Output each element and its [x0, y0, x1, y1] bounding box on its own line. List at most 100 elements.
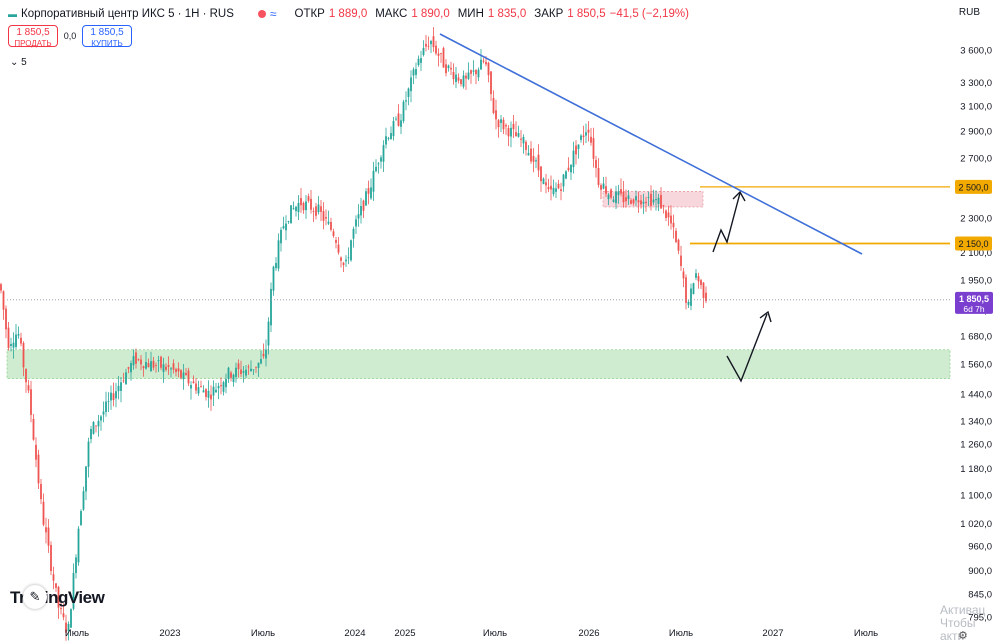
candle-body [250, 368, 252, 372]
gear-icon[interactable]: ⚙ [958, 630, 968, 642]
candle-body [452, 71, 455, 80]
market-status-icon[interactable] [257, 10, 266, 18]
y-tick-label: 1 180,0 [960, 464, 992, 475]
forecast-path-up [712, 192, 741, 253]
candle-body [277, 240, 280, 269]
candle-body [147, 363, 150, 368]
candle-body [322, 211, 325, 221]
candle-body [580, 135, 582, 140]
candle-body [132, 356, 135, 366]
candle-body [405, 100, 407, 102]
candle-body [112, 393, 115, 401]
candle-body [377, 163, 380, 165]
indicators-count: 5 [21, 57, 27, 68]
y-tick-label: 1 340,0 [960, 417, 992, 428]
candle-body [602, 183, 605, 189]
trendline [439, 33, 863, 255]
candle-body [325, 217, 327, 219]
candle-body [182, 372, 185, 380]
candle-body [637, 200, 640, 203]
y-tick-label: 960,0 [968, 542, 992, 553]
resistance-zone [602, 191, 704, 208]
x-tick-label: 2023 [159, 628, 180, 639]
candle-body [620, 189, 622, 194]
candle-body [342, 262, 345, 266]
candle-body [690, 288, 692, 306]
sell-button[interactable]: 1 850,5 ПРОДАТЬ [8, 25, 58, 48]
candle-body [92, 421, 95, 434]
candle-body [702, 282, 705, 298]
candle-body [655, 199, 657, 201]
candle-body [475, 70, 477, 75]
candle-body [332, 231, 335, 236]
candle-body [400, 120, 402, 127]
candle-body [90, 429, 92, 440]
chevron-down-icon: ⌄ [10, 57, 19, 68]
candle-body [670, 215, 672, 224]
sell-price: 1 850,5 [16, 27, 50, 38]
symbol-title[interactable]: Корпоративный центр ИКС 5 · 1Н · RUS [21, 8, 234, 20]
candle-body [507, 128, 510, 137]
candle-body [502, 119, 505, 130]
candle-body [52, 574, 55, 581]
candle-body [282, 226, 285, 229]
candle-body [357, 214, 360, 219]
candle-body [117, 385, 120, 392]
candle-body [530, 148, 532, 162]
change-value: −41,5 (−2,19%) [609, 8, 689, 20]
sell-label: ПРОДАТЬ [14, 39, 52, 48]
candle-body [7, 327, 10, 348]
candle-body [192, 381, 195, 384]
candle-body [657, 197, 660, 204]
candle-body [205, 389, 207, 397]
candle-body [172, 363, 175, 370]
candle-body [635, 196, 637, 201]
candle-body [197, 387, 200, 394]
candle-body [535, 160, 537, 162]
wave-icon[interactable]: ≈ [269, 7, 277, 21]
candle-body [137, 359, 140, 361]
candle-body [642, 201, 645, 204]
candle-body [667, 212, 670, 218]
pencil-icon[interactable]: ✎ [23, 585, 47, 609]
candle-body [692, 283, 695, 295]
last-price-label: 1 850,5 [959, 294, 989, 304]
candle-body [482, 60, 485, 62]
candle-body [450, 67, 452, 70]
candle-body [435, 45, 437, 54]
candle-body [355, 219, 357, 227]
candle-body [600, 185, 602, 190]
candle-body [95, 425, 97, 427]
currency-label[interactable]: RUB [958, 7, 980, 18]
candle-body [50, 544, 52, 572]
x-tick-label: Июль [483, 628, 507, 639]
low-value: 1 835,0 [487, 8, 527, 20]
indicators-toggle[interactable]: ⌄ 5 [10, 57, 27, 68]
candle-body [695, 273, 697, 278]
y-tick-label: 2 300,0 [960, 214, 992, 225]
candle-body [660, 195, 662, 209]
candle-body [10, 344, 12, 346]
candle-body [340, 257, 342, 261]
candle-body [417, 58, 420, 66]
y-tick-label: 1 020,0 [960, 519, 992, 530]
candle-body [472, 70, 475, 72]
y-tick-label: 1 950,0 [960, 276, 992, 287]
candle-body [47, 527, 50, 546]
candle-body [532, 156, 535, 162]
candle-body [25, 368, 27, 383]
candle-body [87, 441, 90, 467]
candle-body [577, 144, 580, 149]
candle-body [607, 194, 610, 200]
x-tick-label: Июль [251, 628, 275, 639]
candle-body [110, 392, 112, 401]
candle-body [260, 359, 262, 364]
candle-body [120, 382, 122, 391]
candle-body [255, 366, 257, 368]
y-tick-label: 2 700,0 [960, 153, 992, 164]
candle-body [65, 622, 67, 633]
buy-button[interactable]: 1 850,5 КУПИТЬ [82, 25, 132, 48]
support-zone [6, 349, 951, 380]
candle-body [605, 186, 607, 194]
